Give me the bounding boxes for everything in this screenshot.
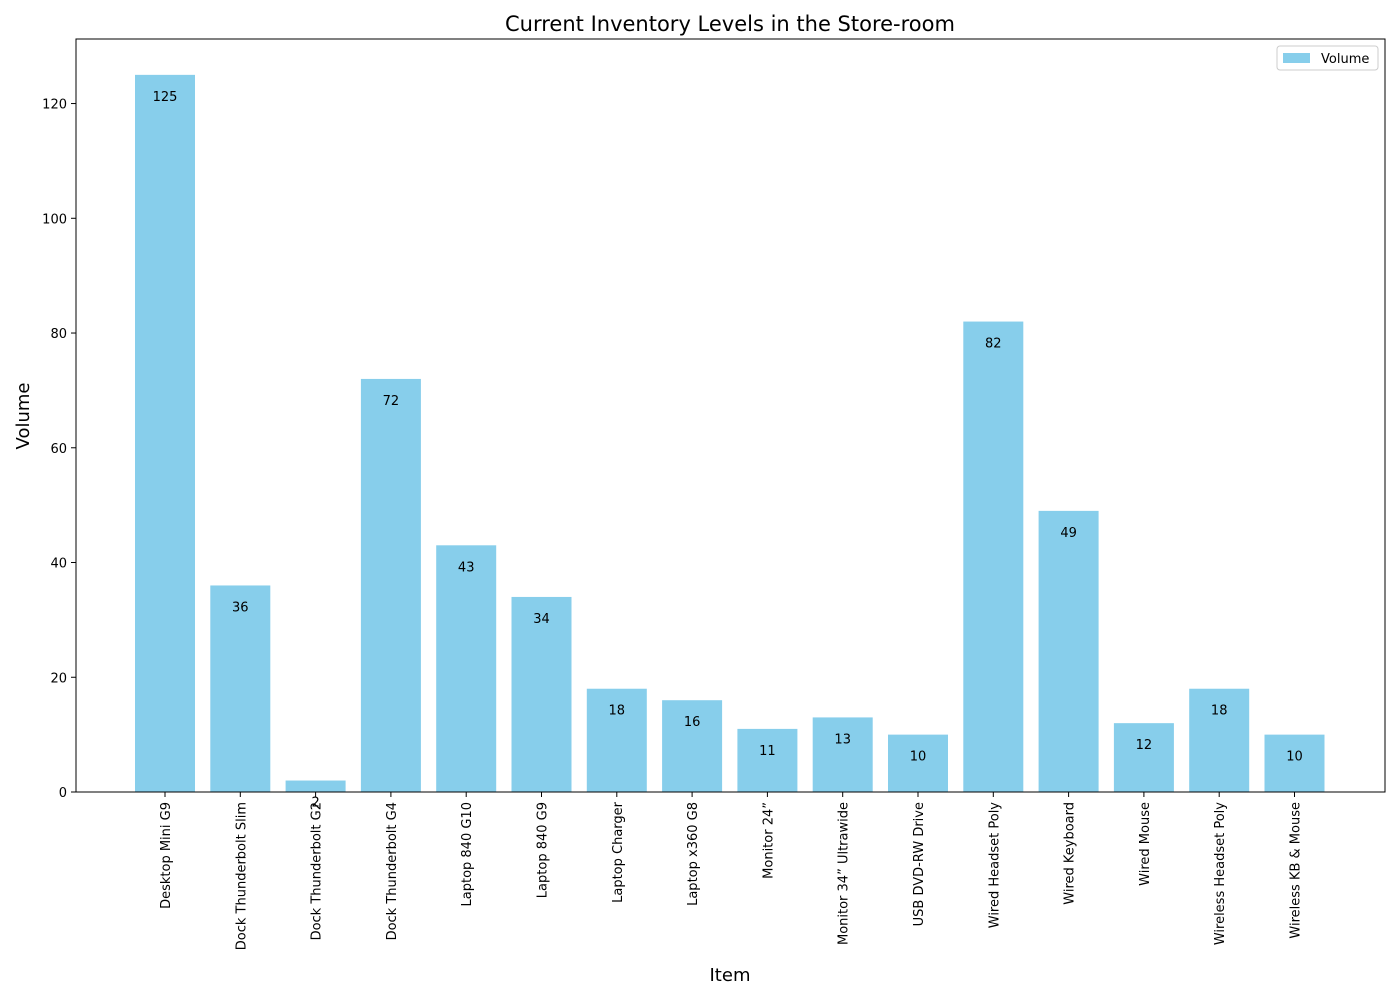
y-tick-label: 20 bbox=[50, 671, 67, 686]
y-tick-label: 40 bbox=[50, 557, 67, 572]
legend-frame bbox=[1276, 45, 1379, 71]
x-tick-label: Wired Keyboard bbox=[1063, 802, 1078, 905]
x-tick-label: Monitor 24” bbox=[761, 802, 776, 879]
x-tick-label: Monitor 34” Ultrawide bbox=[837, 802, 852, 945]
x-axis-label: Item bbox=[710, 965, 751, 986]
x-tick-label: Wired Mouse bbox=[1138, 802, 1153, 886]
bar bbox=[436, 545, 497, 792]
x-tick-label: Desktop Mini G9 bbox=[159, 802, 174, 909]
value-labels-layer: 125 36 2 72 43 34 18 16 11 13 10 82 49 12 18 10 bbox=[153, 90, 1303, 811]
x-tick-label: Dock Thunderbolt G2 bbox=[310, 802, 325, 940]
bar bbox=[1038, 510, 1099, 792]
x-tick-label: Dock Thunderbolt G4 bbox=[385, 802, 400, 940]
y-tick-label: 60 bbox=[50, 442, 67, 457]
bar bbox=[285, 780, 346, 792]
bar-value-label: 13 bbox=[834, 732, 851, 747]
bar-value-label: 72 bbox=[383, 394, 400, 409]
legend-swatch bbox=[1283, 53, 1310, 63]
x-tick-label: Laptop 840 G9 bbox=[536, 802, 551, 898]
bar bbox=[1113, 723, 1174, 792]
bar-value-label: 18 bbox=[609, 704, 626, 719]
x-tick-label: Laptop 840 G10 bbox=[460, 802, 475, 906]
legend: Volume bbox=[1276, 45, 1379, 71]
bar-value-label: 125 bbox=[153, 90, 178, 105]
y-tick-label: 100 bbox=[42, 212, 67, 227]
bar-value-label: 16 bbox=[684, 715, 701, 730]
y-tick-label: 80 bbox=[50, 327, 67, 342]
legend-label: Volume bbox=[1321, 52, 1369, 67]
y-tick-label: 120 bbox=[42, 98, 67, 113]
x-tick-label: Wireless Headset Poly bbox=[1213, 802, 1228, 945]
bar-value-label: 10 bbox=[1286, 750, 1303, 765]
y-axis: 0 20 40 60 80 100 120 bbox=[42, 98, 76, 801]
x-axis: Desktop Mini G9 Dock Thunderbolt Slim Dock… bbox=[159, 792, 1304, 950]
bar bbox=[662, 700, 723, 792]
bar bbox=[135, 74, 195, 793]
x-tick-label: USB DVD-RW Drive bbox=[912, 802, 927, 926]
bar bbox=[511, 596, 572, 792]
x-tick-label: Wireless KB & Mouse bbox=[1289, 802, 1304, 939]
y-axis-label: Volume bbox=[13, 383, 34, 450]
x-tick-label: Laptop x360 G8 bbox=[686, 802, 701, 906]
bar bbox=[1264, 734, 1325, 792]
bar-value-label: 36 bbox=[232, 600, 249, 615]
x-tick-label: Laptop Charger bbox=[611, 801, 626, 903]
plot-frame bbox=[75, 38, 1386, 793]
bar-value-label: 34 bbox=[533, 612, 550, 627]
bar-value-label: 49 bbox=[1060, 526, 1077, 541]
bar bbox=[210, 585, 271, 792]
bar bbox=[963, 321, 1024, 792]
bar bbox=[586, 688, 647, 792]
bar bbox=[1189, 688, 1250, 792]
bar-value-label: 18 bbox=[1211, 704, 1228, 719]
bar-value-label: 43 bbox=[458, 560, 475, 575]
bar-value-label: 82 bbox=[985, 337, 1002, 352]
bar bbox=[812, 717, 873, 792]
bar bbox=[360, 378, 421, 792]
bar-value-label: 10 bbox=[910, 750, 927, 765]
x-tick-label: Dock Thunderbolt Slim bbox=[234, 802, 249, 950]
chart-title: Current Inventory Levels in the Store-ro… bbox=[505, 12, 955, 36]
x-tick-label: Wired Headset Poly bbox=[987, 802, 1002, 929]
bar bbox=[737, 728, 798, 792]
bars-layer bbox=[135, 74, 1325, 793]
bar-value-label: 11 bbox=[759, 744, 776, 759]
bar-value-label: 12 bbox=[1136, 738, 1153, 753]
y-tick-label: 0 bbox=[59, 786, 67, 801]
bar bbox=[888, 734, 948, 792]
bar-value-label: 2 bbox=[311, 796, 319, 811]
